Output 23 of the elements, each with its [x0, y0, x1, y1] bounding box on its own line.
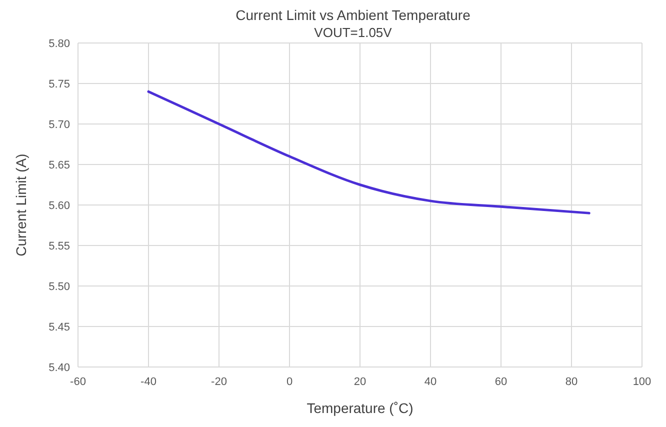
y-tick-label: 5.75 — [48, 78, 70, 90]
y-tick-label: 5.60 — [48, 200, 70, 212]
x-tick-label: 0 — [286, 376, 293, 388]
y-tick-label: 5.80 — [48, 38, 70, 50]
x-tick-label: 100 — [632, 376, 652, 388]
y-tick-label: 5.70 — [48, 119, 70, 131]
x-tick-label: -20 — [211, 376, 227, 388]
x-tick-label: 20 — [354, 376, 366, 388]
x-tick-label: -40 — [140, 376, 156, 388]
y-tick-label: 5.45 — [48, 322, 70, 334]
y-axis-title: Current Limit (A) — [13, 154, 29, 256]
x-tick-label: 60 — [494, 376, 508, 388]
y-tick-label: 5.55 — [48, 240, 70, 252]
chart-title: Current Limit vs Ambient Temperature — [236, 7, 471, 23]
x-tick-label: 80 — [565, 376, 578, 388]
y-tick-label: 5.40 — [48, 362, 70, 374]
x-tick-label: 40 — [424, 376, 437, 388]
y-tick-label: 5.50 — [48, 281, 70, 293]
x-axis-title: Temperature (˚C) — [306, 400, 414, 416]
chart-subtitle: VOUT=1.05V — [314, 25, 392, 40]
x-tick-label: -60 — [70, 376, 86, 388]
y-tick-label: 5.65 — [48, 160, 70, 172]
line-series — [147, 90, 590, 214]
